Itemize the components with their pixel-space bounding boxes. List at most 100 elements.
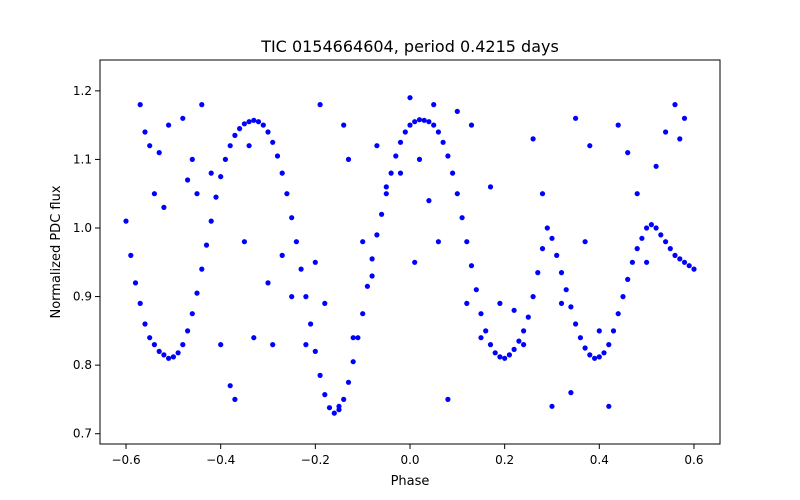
data-point — [397, 139, 404, 145]
data-point — [369, 256, 375, 262]
data-point — [506, 352, 512, 358]
data-point — [412, 119, 418, 125]
data-point — [573, 321, 579, 327]
data-point — [232, 132, 238, 138]
data-point — [260, 122, 266, 128]
data-points — [123, 95, 697, 416]
data-point — [549, 403, 555, 409]
data-point — [123, 218, 129, 224]
data-point — [445, 153, 451, 159]
data-point — [658, 232, 664, 238]
data-point — [208, 218, 214, 224]
data-point — [241, 239, 247, 245]
data-point — [199, 102, 205, 108]
data-point — [558, 270, 565, 276]
data-point — [592, 355, 598, 361]
data-point — [222, 156, 228, 162]
data-point — [450, 170, 456, 176]
data-point — [161, 352, 167, 358]
data-point — [544, 225, 550, 231]
data-point — [620, 294, 626, 300]
data-point — [454, 108, 460, 114]
data-point — [521, 342, 527, 348]
data-point — [573, 115, 579, 121]
data-point — [402, 129, 408, 135]
data-point — [681, 115, 688, 121]
data-point — [644, 259, 650, 265]
data-point — [601, 350, 607, 356]
y-tick-label: 0.8 — [73, 358, 92, 372]
data-point — [530, 294, 536, 300]
data-point — [208, 170, 214, 176]
data-point — [478, 311, 484, 317]
data-point — [246, 119, 252, 125]
data-point — [303, 294, 309, 300]
data-point — [180, 342, 186, 348]
data-point — [568, 304, 574, 310]
data-point — [483, 328, 489, 334]
data-point — [686, 263, 692, 269]
data-point — [147, 143, 153, 149]
data-point — [137, 300, 143, 306]
data-point — [308, 321, 314, 327]
y-tick-label: 1.2 — [73, 84, 92, 98]
data-point — [672, 252, 678, 258]
data-point — [156, 150, 162, 156]
data-point — [265, 280, 271, 286]
data-point — [180, 115, 186, 121]
data-point — [412, 259, 418, 265]
data-point — [407, 95, 413, 101]
data-point — [397, 170, 404, 176]
data-point — [274, 153, 281, 159]
data-point — [166, 355, 172, 361]
data-point — [151, 342, 157, 348]
y-tick-label: 0.7 — [73, 427, 92, 441]
data-point — [521, 328, 527, 334]
data-point — [393, 153, 399, 159]
y-axis-label: Normalized PDC flux — [49, 185, 64, 318]
data-point — [663, 239, 669, 245]
data-point — [487, 184, 494, 190]
data-point — [241, 121, 247, 127]
data-point — [156, 348, 162, 354]
data-point — [350, 335, 356, 341]
x-tick-label: −0.2 — [301, 453, 330, 467]
data-point — [360, 311, 366, 317]
data-point — [336, 403, 342, 409]
data-point — [677, 256, 683, 262]
data-point — [610, 328, 617, 334]
data-point — [137, 102, 143, 108]
data-point — [473, 287, 479, 293]
data-point — [478, 335, 484, 341]
data-point — [132, 280, 139, 286]
data-point — [468, 122, 475, 128]
data-point — [468, 263, 475, 269]
data-point — [516, 338, 522, 344]
x-tick-label: −0.4 — [206, 453, 235, 467]
data-point — [416, 156, 423, 162]
data-point — [691, 266, 697, 272]
data-point — [175, 350, 181, 356]
data-point — [289, 294, 295, 300]
data-point — [255, 119, 262, 125]
data-point — [535, 270, 541, 276]
data-point — [625, 150, 631, 156]
data-point — [369, 273, 375, 279]
data-point — [189, 311, 195, 317]
data-point — [582, 345, 588, 351]
data-point — [459, 215, 465, 221]
data-point — [435, 129, 441, 135]
data-point — [246, 143, 252, 149]
data-point — [364, 283, 370, 289]
data-point — [445, 396, 451, 402]
data-point — [440, 139, 446, 145]
data-point — [312, 348, 318, 354]
data-point — [629, 259, 636, 265]
data-point — [582, 239, 588, 245]
data-point — [331, 410, 337, 416]
data-point — [511, 307, 517, 313]
data-point — [549, 235, 555, 241]
data-point — [639, 235, 645, 241]
data-point — [454, 191, 460, 197]
